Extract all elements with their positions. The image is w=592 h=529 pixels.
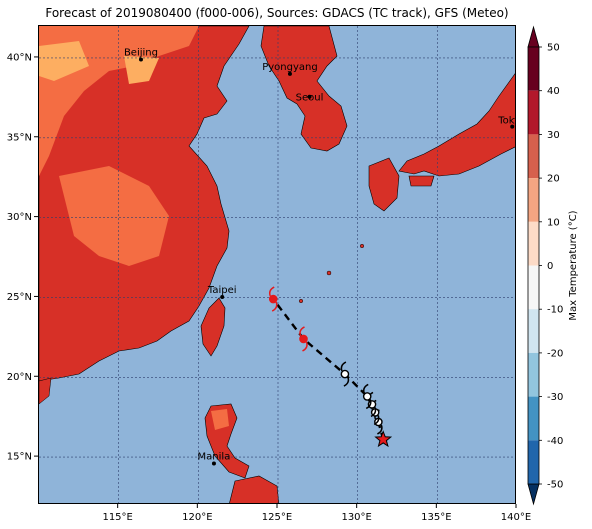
lat-tick-label: 15°N — [7, 452, 32, 463]
lon-tick-label: 130°E — [341, 512, 371, 523]
map-title: Forecast of 2019080400 (f000-006), Sourc… — [45, 6, 509, 20]
colorbar-segment — [528, 396, 539, 441]
land-ryukyu-1 — [326, 270, 332, 276]
city-dot-icon — [211, 461, 216, 466]
city-dot-icon — [220, 294, 225, 299]
city-label: Manila — [198, 451, 231, 462]
colorbar-tick-label: -30 — [547, 392, 563, 403]
lat-tick-label: 30°N — [7, 212, 32, 223]
storm-symbol-icon — [362, 383, 372, 410]
colorbar-tick-label: 50 — [547, 43, 560, 54]
storm-track-markers — [268, 286, 393, 448]
land-china-mild — [124, 56, 159, 84]
city-label: Taipei — [207, 285, 237, 296]
colorbar-top-arrow — [527, 25, 540, 48]
colorbar-segment — [528, 134, 539, 179]
land-small-island — [39, 377, 52, 405]
storm-current-position-icon — [374, 430, 393, 448]
lon-tick-label: 115°E — [102, 512, 132, 523]
land-korea — [260, 26, 348, 152]
city-markers: Beijing Pyongyang Seoul Tokyo Taipei Manila — [124, 48, 516, 466]
colorbar-segment — [528, 178, 539, 222]
colorbar-segment — [528, 47, 539, 91]
lon-tick-label: 140°E — [501, 512, 531, 523]
colorbar-segment — [528, 309, 539, 353]
colorbar-segment — [528, 352, 539, 397]
city-label: Tokyo — [497, 116, 516, 127]
colorbar-bottom-arrow — [527, 483, 540, 506]
lat-tick-label: 25°N — [7, 292, 32, 303]
city-dot-icon — [307, 94, 312, 99]
city-label: Pyongyang — [262, 62, 317, 73]
land-china-warm-2 — [59, 166, 169, 266]
land-china-mild-2 — [39, 41, 89, 81]
colorbar-segment — [528, 90, 539, 135]
land-japan-shikoku — [408, 175, 435, 187]
lat-tick-label: 35°N — [7, 132, 32, 143]
map-area: Beijing Pyongyang Seoul Tokyo Taipei Manila — [38, 25, 516, 504]
storm-symbol-icon — [299, 326, 308, 352]
land-japan-kyushu — [368, 157, 400, 212]
colorbar-tick-label: 10 — [547, 217, 560, 228]
city-dot-icon — [138, 57, 143, 62]
land-ryukyu-2 — [298, 298, 304, 304]
colorbar-tick-label: -40 — [547, 436, 563, 447]
colorbar-tick-label: 0 — [547, 261, 553, 272]
lat-tick-label: 20°N — [7, 372, 32, 383]
colorbar-tick-label: 30 — [547, 130, 560, 141]
lon-tick-label: 120°E — [182, 512, 212, 523]
city-label: Beijing — [124, 48, 158, 59]
storm-symbol-icon — [340, 361, 350, 387]
lat-tick-label: 40°N — [7, 52, 32, 63]
colorbar-outline — [527, 46, 540, 485]
colorbar-tick-label: -50 — [547, 480, 563, 491]
city-dot-icon — [287, 71, 292, 76]
colorbar-tick-label: -20 — [547, 348, 563, 359]
colorbar-tick-label: 40 — [547, 86, 560, 97]
colorbar-title: Max Temperature (°C) — [568, 210, 579, 320]
map-canvas: Beijing Pyongyang Seoul Tokyo Taipei Manila — [39, 26, 516, 503]
land-philippines-warm — [211, 409, 229, 430]
colorbar-segment — [528, 440, 539, 484]
colorbar-tick-label: -10 — [547, 305, 563, 316]
city-dot-icon — [510, 124, 515, 129]
lon-tick-label: 125°E — [262, 512, 292, 523]
lon-tick-label: 135°E — [421, 512, 451, 523]
land-taiwan — [200, 297, 226, 357]
city-label: Seoul — [296, 93, 324, 104]
storm-symbol-icon — [268, 286, 278, 312]
colorbar-tick-label: 20 — [547, 174, 560, 185]
land-japan-honshu — [398, 73, 515, 177]
colorbar-segment — [528, 265, 539, 310]
colorbar-segment — [528, 221, 539, 266]
storm-track-line — [272, 298, 385, 440]
land-ryukyu-3 — [359, 243, 365, 249]
